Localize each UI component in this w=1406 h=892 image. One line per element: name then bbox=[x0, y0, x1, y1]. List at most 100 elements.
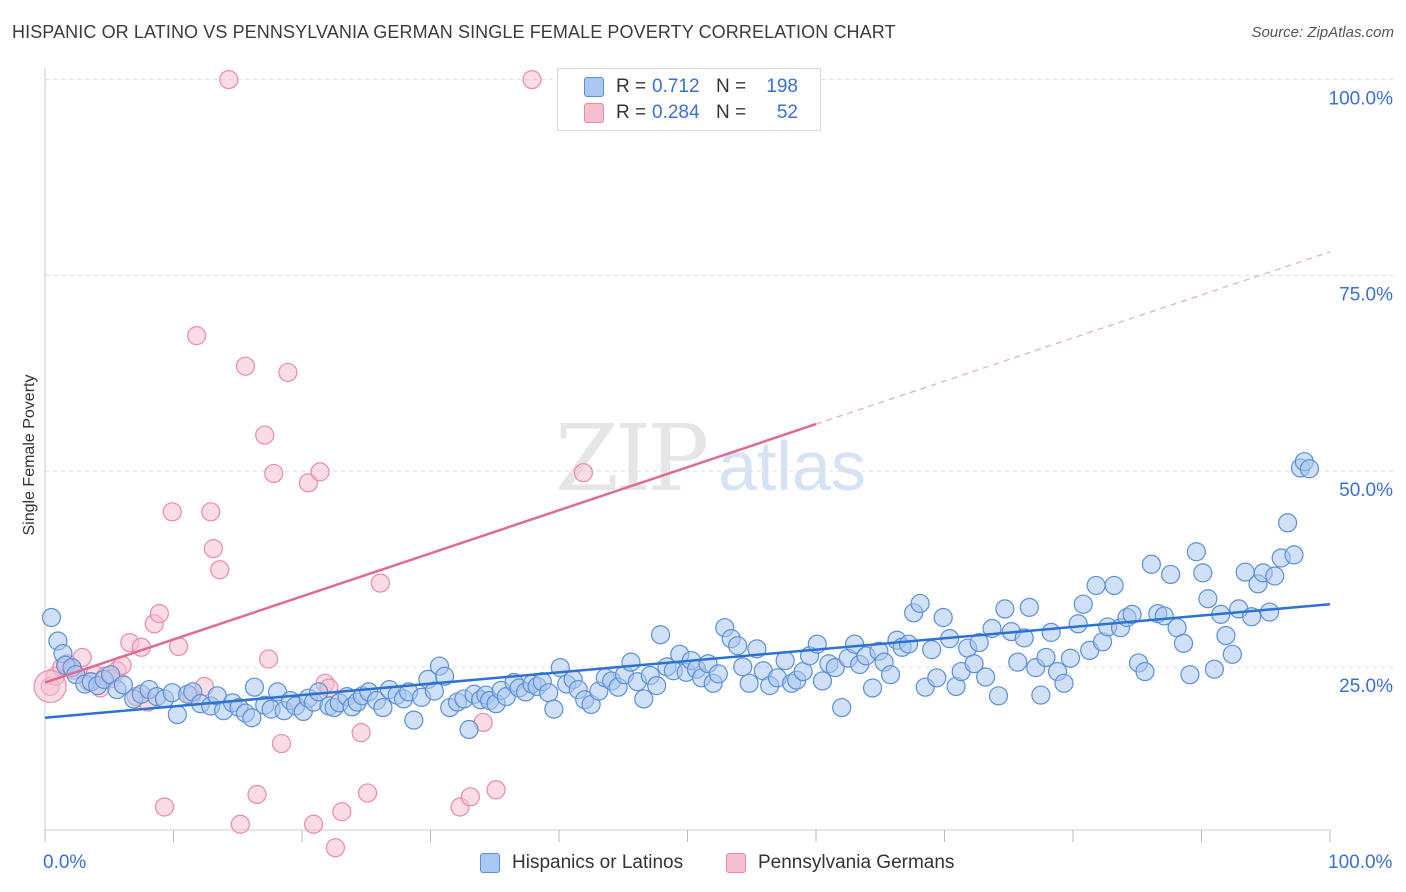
legend-n-value: 52 bbox=[776, 102, 798, 123]
data-point bbox=[1222, 644, 1242, 664]
data-point bbox=[775, 650, 795, 671]
data-point bbox=[1193, 563, 1213, 583]
data-point bbox=[1180, 665, 1200, 685]
data-point bbox=[898, 634, 919, 654]
data-point bbox=[1068, 614, 1088, 634]
watermark: ZIP atlas bbox=[555, 405, 866, 512]
pink-trend-line-dashed bbox=[815, 251, 1331, 425]
legend-item-pa-germans[interactable]: Pennsylvania Germans bbox=[726, 852, 954, 874]
data-point bbox=[1014, 628, 1034, 648]
data-point bbox=[862, 678, 883, 698]
data-point bbox=[910, 593, 930, 614]
data-point bbox=[647, 676, 667, 696]
source-label: Source: ZipAtlas.com bbox=[1251, 24, 1394, 41]
data-point bbox=[264, 463, 284, 484]
data-point bbox=[544, 699, 564, 719]
data-point bbox=[995, 599, 1015, 619]
series-pennsylvania-germans bbox=[33, 69, 812, 858]
data-point bbox=[373, 697, 393, 718]
data-point bbox=[976, 667, 996, 687]
data-point bbox=[1054, 673, 1074, 693]
data-point bbox=[271, 733, 292, 754]
data-point bbox=[1036, 647, 1056, 668]
data-point bbox=[255, 425, 275, 445]
data-point bbox=[370, 573, 390, 593]
trend-lines bbox=[44, 251, 1331, 719]
data-point bbox=[278, 362, 298, 383]
pink-trend-line-solid bbox=[44, 422, 817, 684]
data-point bbox=[573, 463, 594, 483]
y-tick-label: 100.0% bbox=[1329, 89, 1394, 110]
legend-swatch-blue bbox=[584, 77, 604, 97]
data-point bbox=[203, 539, 223, 559]
y-tick-label: 75.0% bbox=[1339, 284, 1393, 305]
legend-swatch-pink bbox=[584, 103, 604, 123]
legend-r-label: R = bbox=[616, 76, 647, 97]
data-point bbox=[187, 326, 207, 346]
data-point bbox=[1135, 661, 1155, 682]
legend-item-hispanics[interactable]: Hispanics or Latinos bbox=[480, 852, 683, 874]
data-point bbox=[1277, 513, 1298, 533]
data-point bbox=[1041, 622, 1061, 642]
data-point bbox=[310, 462, 330, 482]
data-point bbox=[325, 838, 346, 858]
data-point bbox=[621, 652, 641, 672]
data-point bbox=[41, 607, 62, 628]
data-point bbox=[1019, 597, 1039, 617]
data-point bbox=[1173, 633, 1194, 653]
data-point bbox=[303, 814, 324, 834]
data-point bbox=[1086, 575, 1106, 596]
data-point bbox=[210, 560, 230, 580]
data-point bbox=[357, 783, 378, 803]
data-point bbox=[486, 780, 506, 800]
data-point bbox=[201, 502, 221, 522]
data-point bbox=[351, 723, 371, 743]
data-point bbox=[230, 814, 250, 834]
data-point bbox=[964, 654, 984, 674]
data-point bbox=[739, 673, 759, 693]
data-point bbox=[460, 787, 480, 807]
chart-title: HISPANIC OR LATINO VS PENNSYLVANIA GERMA… bbox=[12, 22, 896, 42]
data-point bbox=[1299, 459, 1320, 479]
data-point bbox=[933, 607, 953, 628]
data-point bbox=[634, 689, 654, 709]
y-tick-labels: 100.0% 75.0% 50.0% 25.0% bbox=[1329, 89, 1394, 697]
watermark-zip: ZIP bbox=[555, 405, 706, 512]
watermark-atlas: atlas bbox=[718, 427, 866, 505]
data-point bbox=[539, 683, 559, 703]
x-axis-max-label: 100.0% bbox=[1328, 852, 1393, 873]
data-point bbox=[1161, 564, 1181, 585]
data-point bbox=[1008, 652, 1028, 672]
data-point bbox=[1060, 648, 1081, 668]
legend-n-label: N = bbox=[716, 76, 747, 97]
data-point bbox=[880, 665, 901, 685]
data-point bbox=[1204, 659, 1224, 679]
data-point bbox=[113, 675, 133, 695]
data-point bbox=[1031, 685, 1051, 705]
data-point bbox=[242, 708, 262, 728]
data-point bbox=[650, 625, 671, 645]
data-point bbox=[522, 69, 542, 90]
legend-swatch-pink bbox=[726, 853, 746, 873]
data-point bbox=[435, 666, 455, 686]
data-point bbox=[247, 784, 267, 805]
data-point bbox=[708, 664, 728, 684]
data-point bbox=[154, 797, 175, 817]
data-point bbox=[1104, 575, 1124, 596]
legend-row-pa-germans: R = 0.284 N = 52 bbox=[584, 101, 798, 125]
legend-row-hispanics: R = 0.712 N = 198 bbox=[584, 75, 798, 99]
legend-n-label: N = bbox=[716, 102, 747, 123]
data-point bbox=[733, 657, 753, 677]
legend-r-value: 0.284 bbox=[652, 102, 700, 123]
data-point bbox=[258, 649, 279, 669]
data-point bbox=[167, 705, 187, 725]
data-point bbox=[927, 668, 947, 688]
data-point bbox=[459, 719, 479, 740]
data-point-large bbox=[33, 669, 67, 704]
blue-trend-line-solid bbox=[44, 602, 1331, 719]
legend-item-label: Pennsylvania Germans bbox=[758, 852, 955, 873]
data-point bbox=[825, 658, 845, 678]
data-point bbox=[332, 802, 352, 822]
series-legend: Hispanics or Latinos Pennsylvania German… bbox=[0, 852, 1406, 878]
data-point bbox=[1216, 625, 1236, 646]
